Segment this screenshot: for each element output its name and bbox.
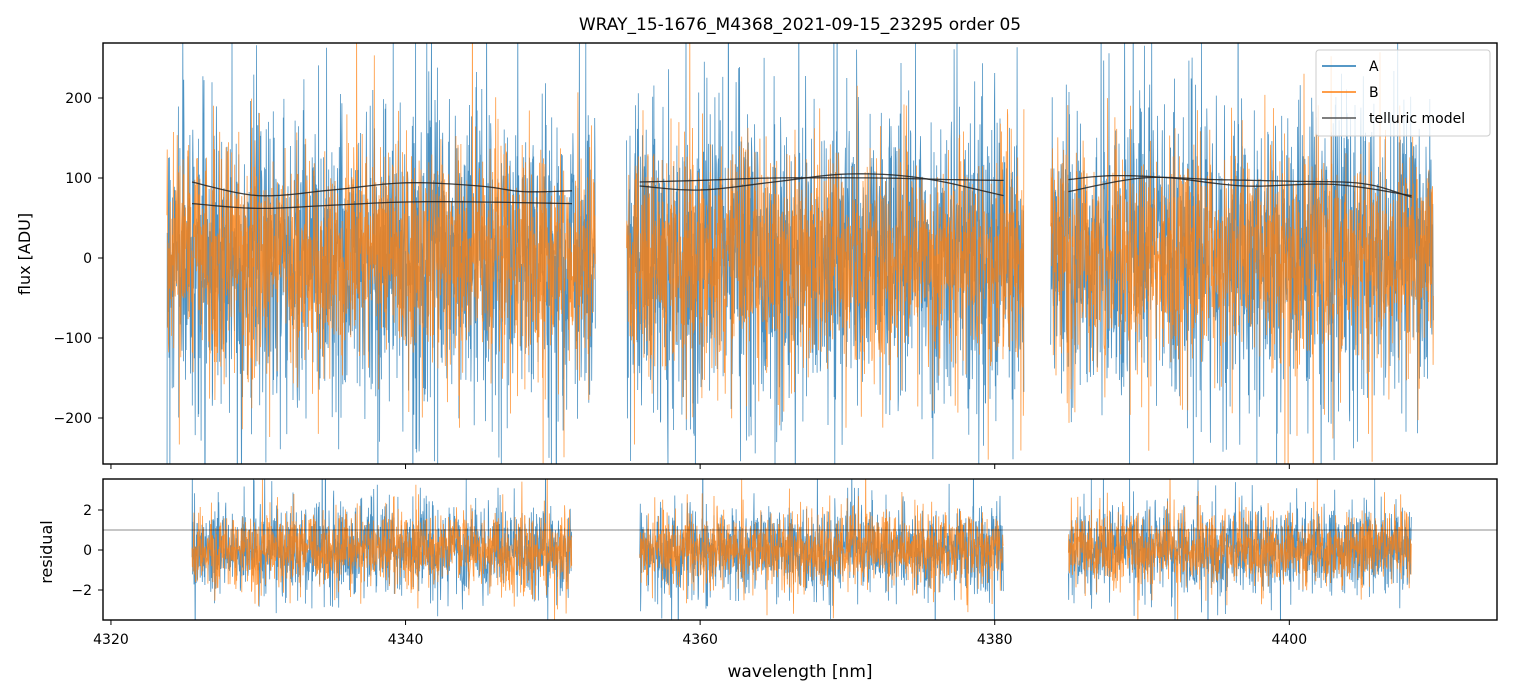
series-b-segment-2 [626, 43, 1025, 460]
residual-ytick-label: 0 [83, 543, 92, 559]
series-b-segment-1 [191, 479, 573, 620]
legend-label-b: B [1369, 85, 1379, 101]
xtick-label: 4340 [388, 632, 424, 648]
flux-plot [166, 43, 1434, 464]
flux-ytick-label: 200 [65, 91, 92, 107]
xtick-label: 4400 [1271, 632, 1307, 648]
xlabel: wavelength [nm] [727, 662, 872, 682]
series-b-segment-1 [166, 43, 596, 464]
series-b-segment-2 [639, 479, 1004, 619]
flux-ytick-label: 100 [65, 171, 92, 187]
residual-ytick-label: −2 [71, 583, 92, 599]
chart-title: WRAY_15-1676_M4368_2021-09-15_23295 orde… [579, 15, 1021, 35]
flux-ytick-label: −100 [54, 331, 92, 347]
flux-axes-frame [102, 42, 1498, 465]
flux-ytick-label: −200 [54, 411, 92, 427]
residual-plot [103, 479, 1497, 620]
residual-ylabel: residual [37, 520, 56, 583]
flux-ylabel: flux [ADU] [15, 213, 34, 295]
xtick-label: 4320 [93, 632, 129, 648]
legend: A B telluric model [1315, 49, 1491, 137]
telluric-model-curve-2 [191, 201, 573, 210]
xtick-label: 4380 [977, 632, 1013, 648]
telluric-model-curve-4 [639, 173, 1004, 197]
legend-label-a: A [1369, 59, 1379, 75]
telluric-model-curve-1 [191, 181, 573, 197]
residual-ytick-label: 2 [83, 503, 92, 519]
legend-label-telluric: telluric model [1369, 111, 1465, 127]
series-b-segment-3 [1050, 52, 1434, 464]
series-b-segment-3 [1068, 479, 1412, 620]
xtick-label: 4360 [682, 632, 718, 648]
telluric-model-curve-6 [1068, 176, 1412, 198]
telluric-model-curve-3 [639, 177, 1004, 183]
flux-ytick-label: 0 [83, 251, 92, 267]
telluric-model-curve-5 [1068, 174, 1412, 197]
